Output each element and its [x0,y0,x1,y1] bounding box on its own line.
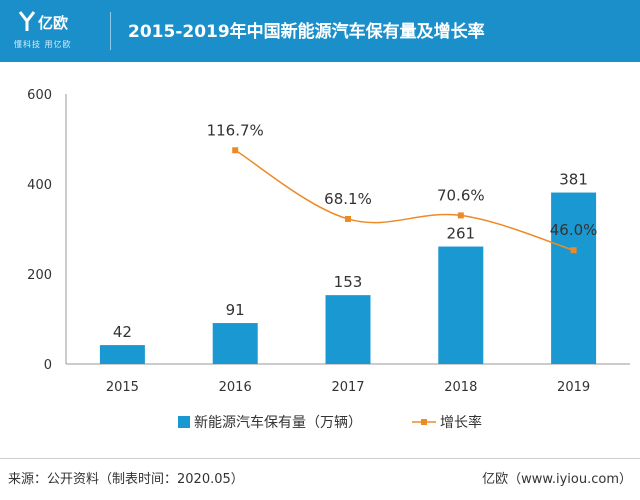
bar-label-2016: 91 [226,301,245,319]
brand-slogan: 懂科技 用亿欧 [14,40,72,49]
chart-canvas: 0 200 400 600 42 91 153 261 381 116.7% 68.1% 70.6… [27,88,630,431]
legend-bar-swatch [178,416,190,428]
bar-2016 [212,323,258,364]
x-tick-labels: 2015 2016 2017 2018 2019 [106,380,590,395]
growth-label-2016: 116.7% [207,121,264,139]
y-tick-labels: 0 200 400 600 [27,88,52,373]
growth-label-2017: 68.1% [324,190,372,208]
growth-marker-2017 [345,215,351,222]
yiou-logo-icon [18,11,36,31]
bar-2017 [325,295,371,364]
growth-data-labels: 116.7% 68.1% 70.6% 46.0% [207,121,598,239]
brand-name: 亿欧 [38,14,69,32]
header-divider [110,12,111,50]
bar-label-2019: 381 [559,171,588,189]
x-tick-2015: 2015 [106,380,139,395]
y-tick-label: 200 [27,268,52,283]
legend-bar-label: 新能源汽车保有量（万辆） [194,414,362,431]
bar-label-2018: 261 [446,225,475,243]
growth-label-2019: 46.0% [550,221,598,239]
x-tick-2016: 2016 [219,380,252,395]
growth-marker-2016 [232,147,239,154]
growth-label-2018: 70.6% [437,186,485,204]
source-note: 来源：公开资料（制表时间：2020.05） [8,472,244,487]
growth-line [234,149,574,251]
growth-line-series [232,147,577,254]
bar-2019 [551,192,597,364]
growth-marker-2018 [457,212,464,219]
x-tick-2019: 2019 [557,380,590,395]
y-tick-label: 600 [27,88,52,103]
bar-2015 [99,345,145,364]
header-banner: 亿欧 懂科技 用亿欧 2015-2019年中国新能源汽车保有量及增长率 [0,0,640,62]
chart-legend: 新能源汽车保有量（万辆） 增长率 [178,414,482,431]
bar-2018 [438,246,484,364]
site-credit: 亿欧（www.iyiou.com） [482,472,632,487]
x-tick-2017: 2017 [331,380,364,395]
footer-divider [0,458,640,459]
y-tick-label: 0 [44,358,52,373]
brand-logo: 亿欧 懂科技 用亿欧 [10,6,90,56]
legend-line-marker [421,419,427,425]
bar-series [99,192,597,364]
bar-label-2017: 153 [334,273,363,291]
page-title: 2015-2019年中国新能源汽车保有量及增长率 [128,22,485,42]
y-tick-label: 400 [27,178,52,193]
bar-data-labels: 42 91 153 261 381 [113,171,588,342]
legend-line-label: 增长率 [440,414,482,431]
bar-label-2015: 42 [113,323,132,341]
x-tick-2018: 2018 [444,380,477,395]
growth-marker-2019 [570,247,577,254]
